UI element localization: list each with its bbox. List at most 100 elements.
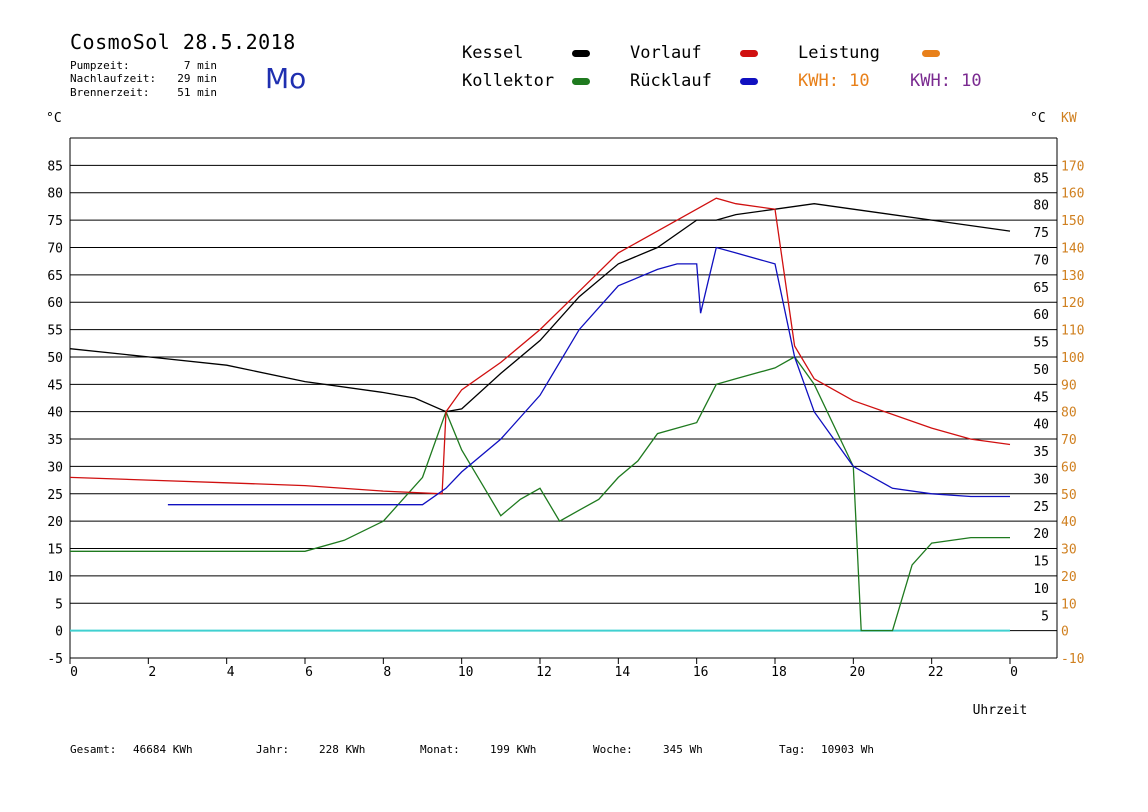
footer-monat-label: Monat: bbox=[420, 743, 460, 756]
legend-vorlauf: Vorlauf bbox=[630, 43, 702, 63]
y-tick-label-right-temp: 50 bbox=[1033, 363, 1049, 378]
x-tick-label: 12 bbox=[536, 665, 552, 680]
y-tick-label-right-power: 20 bbox=[1061, 570, 1077, 585]
legend-kwh-purple: KWH: 10 bbox=[910, 71, 982, 91]
y-tick-label-right-power: 80 bbox=[1061, 406, 1077, 421]
y-tick-label-right-power: 0 bbox=[1061, 625, 1069, 640]
series-line-ruecklauf bbox=[167, 246, 1010, 506]
x-tick-label: 0 bbox=[1010, 665, 1018, 680]
y-tick-label-right-power: 130 bbox=[1061, 269, 1084, 284]
x-tick-label: 6 bbox=[305, 665, 313, 680]
legend-swatch-kessel bbox=[572, 50, 590, 57]
legend-swatch-ruecklauf bbox=[740, 78, 758, 85]
chart-series bbox=[69, 197, 1011, 632]
y-tick-label-right-power: 50 bbox=[1061, 488, 1077, 503]
legend-swatch-vorlauf bbox=[740, 50, 758, 57]
footer-jahr-value: 228 KWh bbox=[319, 743, 366, 756]
brennerzeit-value: 51 min bbox=[177, 86, 217, 99]
y-tick-label-left: 35 bbox=[47, 433, 63, 448]
y-tick-label-right-temp: 35 bbox=[1033, 445, 1049, 460]
legend-swatch-leistung bbox=[922, 50, 940, 57]
y-tick-label-right-temp: 20 bbox=[1033, 527, 1049, 542]
y-tick-label-right-temp: 60 bbox=[1033, 308, 1049, 323]
footer-jahr-label: Jahr: bbox=[256, 743, 290, 756]
brennerzeit-label: Brennerzeit: bbox=[70, 86, 150, 99]
nachlaufzeit-value: 29 min bbox=[177, 72, 217, 85]
y-tick-label-left: 75 bbox=[47, 214, 63, 229]
y-tick-label-right-power: 170 bbox=[1061, 159, 1084, 174]
x-tick-label: 0 bbox=[70, 665, 78, 680]
x-tick-label: 10 bbox=[458, 665, 474, 680]
y-tick-label-left: 70 bbox=[47, 241, 63, 256]
y-tick-label-right-power: 90 bbox=[1061, 378, 1077, 393]
y-tick-label-left: 30 bbox=[47, 460, 63, 475]
y-tick-label-right-temp: 80 bbox=[1033, 199, 1049, 214]
y-tick-label-left: 20 bbox=[47, 515, 63, 530]
y-tick-label-left: 40 bbox=[47, 406, 63, 421]
chart-grid bbox=[69, 137, 1058, 664]
y-tick-label-right-temp: 40 bbox=[1033, 418, 1049, 433]
y-tick-label-right-temp: 75 bbox=[1033, 226, 1049, 241]
pumpzeit-label: Pumpzeit: bbox=[70, 59, 130, 72]
x-tick-label: 14 bbox=[615, 665, 631, 680]
footer-monat-value: 199 KWh bbox=[490, 743, 537, 756]
y-tick-label-left: 60 bbox=[47, 296, 63, 311]
footer-woche-label: Woche: bbox=[593, 743, 633, 756]
y-tick-label-right-temp: 65 bbox=[1033, 281, 1049, 296]
x-tick-label: 22 bbox=[928, 665, 944, 680]
y-tick-label-right-temp: 70 bbox=[1033, 253, 1049, 268]
y-tick-label-right-power: 160 bbox=[1061, 187, 1084, 202]
footer-woche-value: 345 Wh bbox=[663, 743, 703, 756]
x-tick-label: 2 bbox=[148, 665, 156, 680]
pumpzeit-value: 7 min bbox=[183, 59, 217, 72]
y-tick-label-right-temp: 15 bbox=[1033, 555, 1049, 570]
footer-tag-label: Tag: bbox=[779, 743, 806, 756]
y-tick-label-left: 45 bbox=[47, 378, 63, 393]
footer-gesamt-label: Gesamt: bbox=[70, 743, 117, 756]
nachlaufzeit-label: Nachlaufzeit: bbox=[70, 72, 157, 85]
legend-ruecklauf: Rücklauf bbox=[630, 71, 712, 91]
chart-labels: -505101520253035404550556065707580855101… bbox=[46, 111, 1084, 718]
legend-kollektor: Kollektor bbox=[462, 71, 555, 91]
legend-kessel: Kessel bbox=[462, 43, 524, 63]
footer-tag-value: 10903 Wh bbox=[821, 743, 874, 756]
y-axis-unit-power: KW bbox=[1061, 111, 1077, 126]
y-tick-label-right-power: 10 bbox=[1061, 597, 1077, 612]
series-line-kessel bbox=[69, 203, 1011, 413]
x-tick-label: 20 bbox=[850, 665, 866, 680]
y-tick-label-right-power: 30 bbox=[1061, 543, 1077, 558]
y-tick-label-right-power: 70 bbox=[1061, 433, 1077, 448]
y-tick-label-left: 0 bbox=[55, 625, 63, 640]
y-tick-label-right-power: 40 bbox=[1061, 515, 1077, 530]
x-tick-label: 18 bbox=[771, 665, 787, 680]
y-tick-label-left: 55 bbox=[47, 324, 63, 339]
y-tick-label-right-temp: 5 bbox=[1041, 609, 1049, 624]
y-tick-label-right-temp: 45 bbox=[1033, 390, 1049, 405]
y-tick-label-left: -5 bbox=[47, 652, 63, 667]
y-tick-label-right-power: 60 bbox=[1061, 460, 1077, 475]
x-tick-label: 8 bbox=[383, 665, 391, 680]
y-tick-label-left: 25 bbox=[47, 488, 63, 503]
series-line-vorlauf bbox=[69, 197, 1011, 495]
y-tick-label-left: 80 bbox=[47, 187, 63, 202]
y-tick-label-right-power: 110 bbox=[1061, 324, 1084, 339]
y-tick-label-right-temp: 10 bbox=[1033, 582, 1049, 597]
chart-title: CosmoSol 28.5.2018 bbox=[70, 30, 296, 54]
legend-leistung: Leistung bbox=[798, 43, 880, 63]
y-tick-label-right-temp: 25 bbox=[1033, 500, 1049, 515]
y-tick-label-right-power: 120 bbox=[1061, 296, 1084, 311]
y-tick-label-left: 15 bbox=[47, 543, 63, 558]
x-tick-label: 16 bbox=[693, 665, 709, 680]
y-tick-label-left: 5 bbox=[55, 597, 63, 612]
legend-kwh-orange: KWH: 10 bbox=[798, 71, 870, 91]
x-axis-label: Uhrzeit bbox=[973, 703, 1028, 718]
y-axis-unit-right: °C bbox=[1030, 111, 1046, 126]
series-line-kollektor bbox=[70, 356, 1010, 632]
y-tick-label-right-temp: 30 bbox=[1033, 472, 1049, 487]
footer-gesamt-value: 46684 KWh bbox=[133, 743, 193, 756]
y-tick-label-right-power: -10 bbox=[1061, 652, 1084, 667]
y-tick-label-left: 10 bbox=[47, 570, 63, 585]
y-tick-label-left: 65 bbox=[47, 269, 63, 284]
y-tick-label-left: 50 bbox=[47, 351, 63, 366]
y-tick-label-right-power: 150 bbox=[1061, 214, 1084, 229]
